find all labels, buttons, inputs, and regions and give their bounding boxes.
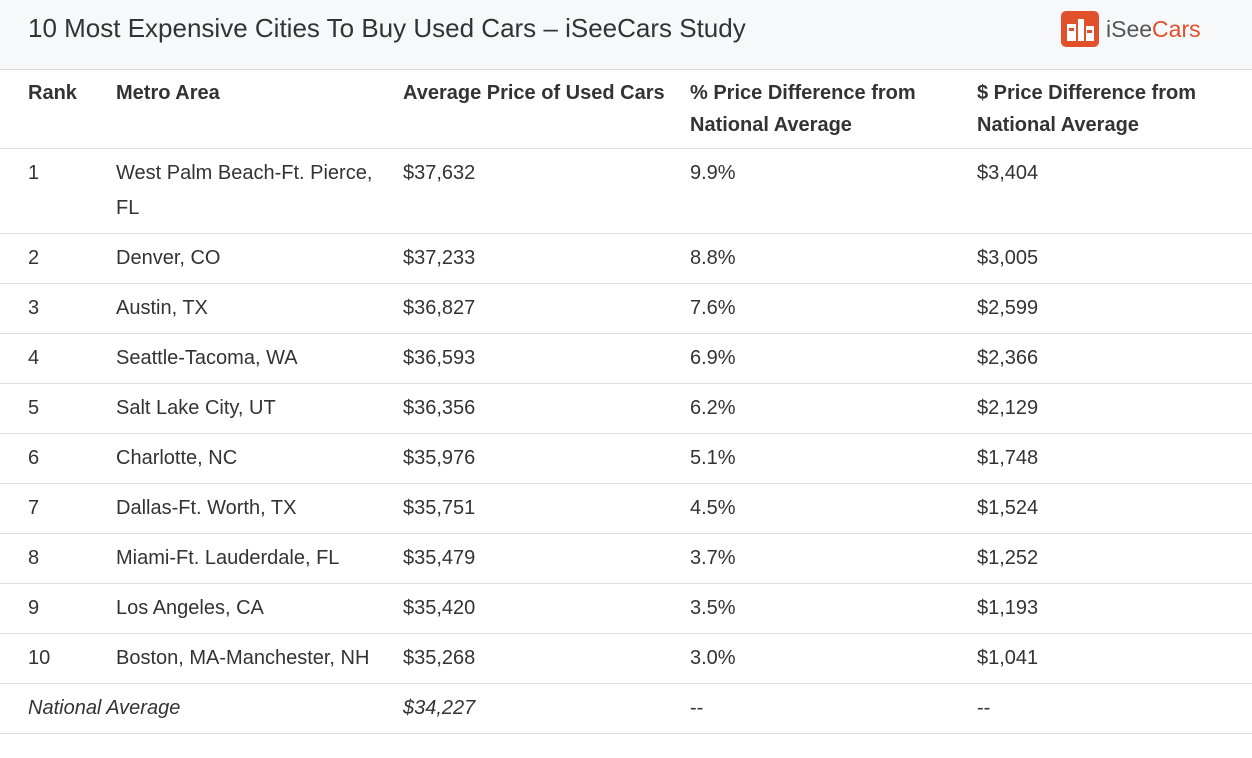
table-cell: 1 [0, 148, 116, 234]
footer-cell: -- [690, 683, 977, 734]
table-cell: $1,748 [977, 433, 1252, 484]
table-cell: 6 [0, 433, 116, 484]
header-row: Rank Metro Area Average Price of Used Cars… [0, 70, 1252, 149]
table-row: 6 Charlotte, NC $35,976 5.1% $1,748 [0, 433, 1252, 484]
logo-icon [1061, 11, 1099, 47]
table-cell: 9.9% [690, 148, 977, 234]
table-cell: $35,976 [403, 433, 690, 484]
table-cell: 3.5% [690, 583, 977, 634]
table-cell: Seattle-Tacoma, WA [116, 333, 403, 384]
price-table: Rank Metro Area Average Price of Used Cars… [0, 70, 1252, 734]
logo[interactable]: iSeeCars [1061, 11, 1201, 47]
footer-cell: -- [977, 683, 1252, 734]
table-cell: 7.6% [690, 283, 977, 334]
table-cell: West Palm Beach-Ft. Pierce, FL [116, 148, 403, 234]
table-row: 9 Los Angeles, CA $35,420 3.5% $1,193 [0, 583, 1252, 634]
table-cell: 4.5% [690, 483, 977, 534]
column-header: Rank [0, 70, 116, 149]
table-cell: $36,356 [403, 383, 690, 434]
table-row: 4 Seattle-Tacoma, WA $36,593 6.9% $2,366 [0, 333, 1252, 384]
table-cell: 5 [0, 383, 116, 434]
table-cell: $35,751 [403, 483, 690, 534]
table-cell: $2,129 [977, 383, 1252, 434]
footer-row: National Average $34,227 -- -- [0, 683, 1252, 734]
table-cell: 8.8% [690, 233, 977, 284]
table-cell: $2,599 [977, 283, 1252, 334]
table-cell: Austin, TX [116, 283, 403, 334]
table-cell: 5.1% [690, 433, 977, 484]
table-cell: Dallas-Ft. Worth, TX [116, 483, 403, 534]
table-cell: 6.2% [690, 383, 977, 434]
table-row: 8 Miami-Ft. Lauderdale, FL $35,479 3.7% $1,2… [0, 533, 1252, 584]
table-cell: Salt Lake City, UT [116, 383, 403, 434]
table-body: 1 West Palm Beach-Ft. Pierce, FL $37,632 9.… [0, 148, 1252, 734]
table-cell: Boston, MA-Manchester, NH [116, 633, 403, 684]
table-cell: 2 [0, 233, 116, 284]
footer-cell: $34,227 [403, 683, 690, 734]
table-cell: $1,524 [977, 483, 1252, 534]
table-cell: Los Angeles, CA [116, 583, 403, 634]
table-cell: $2,366 [977, 333, 1252, 384]
table-cell: 3.0% [690, 633, 977, 684]
table-cell: $36,827 [403, 283, 690, 334]
table-cell: 9 [0, 583, 116, 634]
table-cell: $3,005 [977, 233, 1252, 284]
table-cell: $37,632 [403, 148, 690, 234]
table-row: 7 Dallas-Ft. Worth, TX $35,751 4.5% $1,524 [0, 483, 1252, 534]
header: 10 Most Expensive Cities To Buy Used Car… [0, 0, 1252, 70]
table-cell: 7 [0, 483, 116, 534]
column-header: % Price Difference from National Average [690, 70, 977, 149]
table-row: 5 Salt Lake City, UT $36,356 6.2% $2,129 [0, 383, 1252, 434]
table-cell: 3 [0, 283, 116, 334]
column-header: $ Price Difference from National Average [977, 70, 1252, 149]
table-cell: $1,041 [977, 633, 1252, 684]
table-cell: Charlotte, NC [116, 433, 403, 484]
table-cell: 10 [0, 633, 116, 684]
table-cell: 3.7% [690, 533, 977, 584]
logo-text: iSeeCars [1106, 16, 1201, 43]
table-cell: $36,593 [403, 333, 690, 384]
logo-suffix: Cars [1152, 15, 1201, 42]
table-cell: $37,233 [403, 233, 690, 284]
table-cell: 6.9% [690, 333, 977, 384]
table-row: 3 Austin, TX $36,827 7.6% $2,599 [0, 283, 1252, 334]
column-header: Metro Area [116, 70, 403, 149]
footer-cell: National Average [0, 683, 403, 734]
title: 10 Most Expensive Cities To Buy Used Car… [28, 13, 746, 43]
logo-prefix: iSee [1106, 15, 1153, 42]
table-cell: 8 [0, 533, 116, 584]
table-row: 10 Boston, MA-Manchester, NH $35,268 3.0% $1… [0, 633, 1252, 684]
table-row: 2 Denver, CO $37,233 8.8% $3,005 [0, 233, 1252, 284]
table-row: 1 West Palm Beach-Ft. Pierce, FL $37,632 9.… [0, 148, 1252, 234]
table-cell: $35,479 [403, 533, 690, 584]
table-cell: Denver, CO [116, 233, 403, 284]
table-cell: $35,420 [403, 583, 690, 634]
table-cell: $35,268 [403, 633, 690, 684]
table-cell: $3,404 [977, 148, 1252, 234]
table-cell: $1,193 [977, 583, 1252, 634]
table-cell: 4 [0, 333, 116, 384]
table-cell: $1,252 [977, 533, 1252, 584]
table-cell: Miami-Ft. Lauderdale, FL [116, 533, 403, 584]
column-header: Average Price of Used Cars [403, 70, 690, 149]
